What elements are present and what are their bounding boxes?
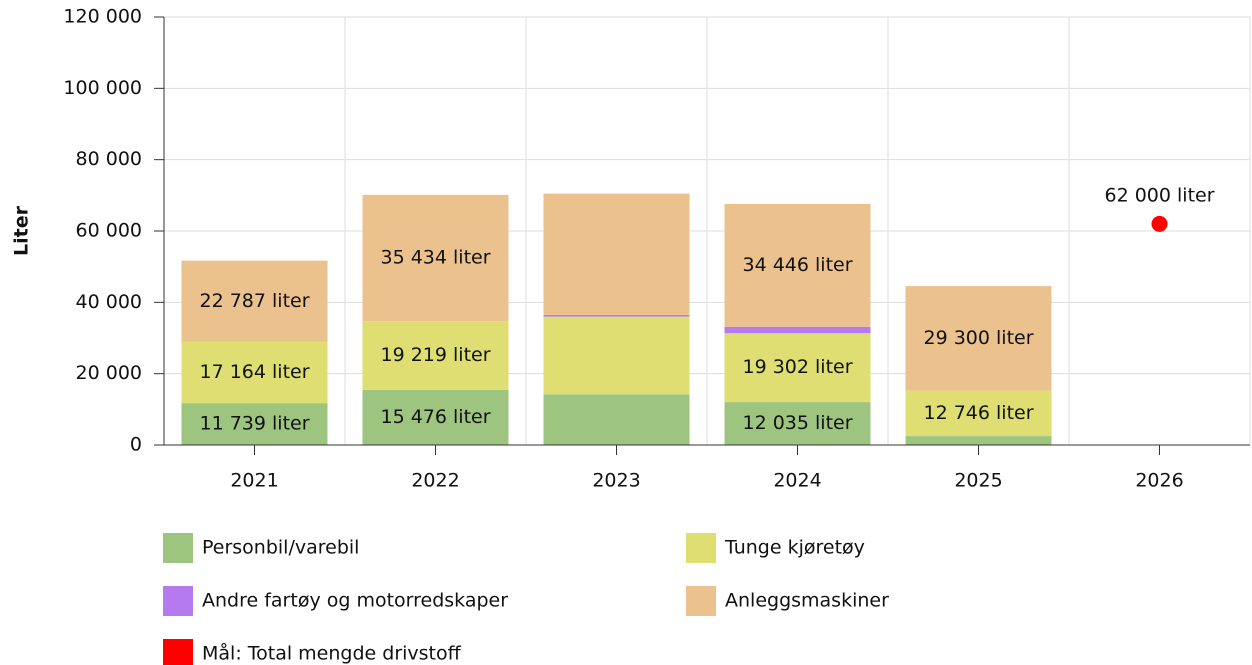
bar-segment [181, 341, 328, 404]
y-tick-label: 60 000 [76, 220, 142, 242]
legend-label: Mål: Total mengde drivstoff [202, 642, 462, 665]
bar-segment [543, 316, 690, 395]
data-label: 12 035 liter [742, 412, 852, 434]
data-label: 62 000 liter [1104, 184, 1214, 206]
bar-segment [362, 389, 509, 445]
x-tick-label: 2025 [954, 470, 1002, 492]
bar-segment [905, 436, 1052, 445]
y-tick-label: 0 [130, 434, 142, 456]
legend-label: Anleggsmaskiner [725, 590, 889, 612]
legend-label: Andre fartøy og motorredskaper [202, 590, 508, 612]
y-tick-label: 100 000 [63, 77, 142, 99]
bar-segment [724, 203, 871, 327]
x-tick-label: 2021 [230, 470, 278, 492]
bar-segment [362, 321, 509, 390]
x-tick-label: 2023 [592, 470, 640, 492]
bar-segment [724, 326, 871, 334]
legend-swatch [163, 639, 193, 665]
legend-label: Personbil/varebil [202, 537, 359, 559]
goal-point [1151, 215, 1168, 232]
legend-swatch [686, 533, 716, 563]
data-label: 19 219 liter [380, 344, 490, 366]
legend-swatch [686, 586, 716, 616]
bar-segment [543, 394, 690, 445]
legend-swatch [163, 586, 193, 616]
bar-segment [724, 402, 871, 445]
data-label: 34 446 liter [742, 254, 852, 276]
data-label: 15 476 liter [380, 406, 490, 428]
bar-segment [543, 193, 690, 315]
y-axis-label: Liter [11, 205, 33, 256]
data-label: 17 164 liter [199, 361, 309, 383]
bar-segment [181, 260, 328, 342]
data-label: 12 746 liter [923, 402, 1033, 424]
y-tick-label: 80 000 [76, 148, 142, 170]
y-tick-label: 120 000 [63, 6, 142, 28]
data-label: 35 434 liter [380, 247, 490, 269]
y-tick-label: 20 000 [76, 362, 142, 384]
x-tick-label: 2026 [1135, 470, 1183, 492]
bar-segment [362, 194, 509, 322]
bar-segment [724, 333, 871, 403]
data-label: 22 787 liter [199, 290, 309, 312]
x-tick-label: 2022 [411, 470, 459, 492]
bar-segment [181, 403, 328, 445]
legend-label: Tunge kjøretøy [724, 537, 865, 559]
data-label: 29 300 liter [923, 327, 1033, 349]
x-tick-label: 2024 [773, 470, 821, 492]
legend-swatch [163, 533, 193, 563]
bar-segment [543, 314, 690, 317]
bar-segment [905, 390, 1052, 437]
bar-segment [905, 286, 1052, 391]
y-tick-label: 40 000 [76, 291, 142, 313]
data-label: 19 302 liter [742, 356, 852, 378]
data-label: 11 739 liter [199, 413, 309, 435]
